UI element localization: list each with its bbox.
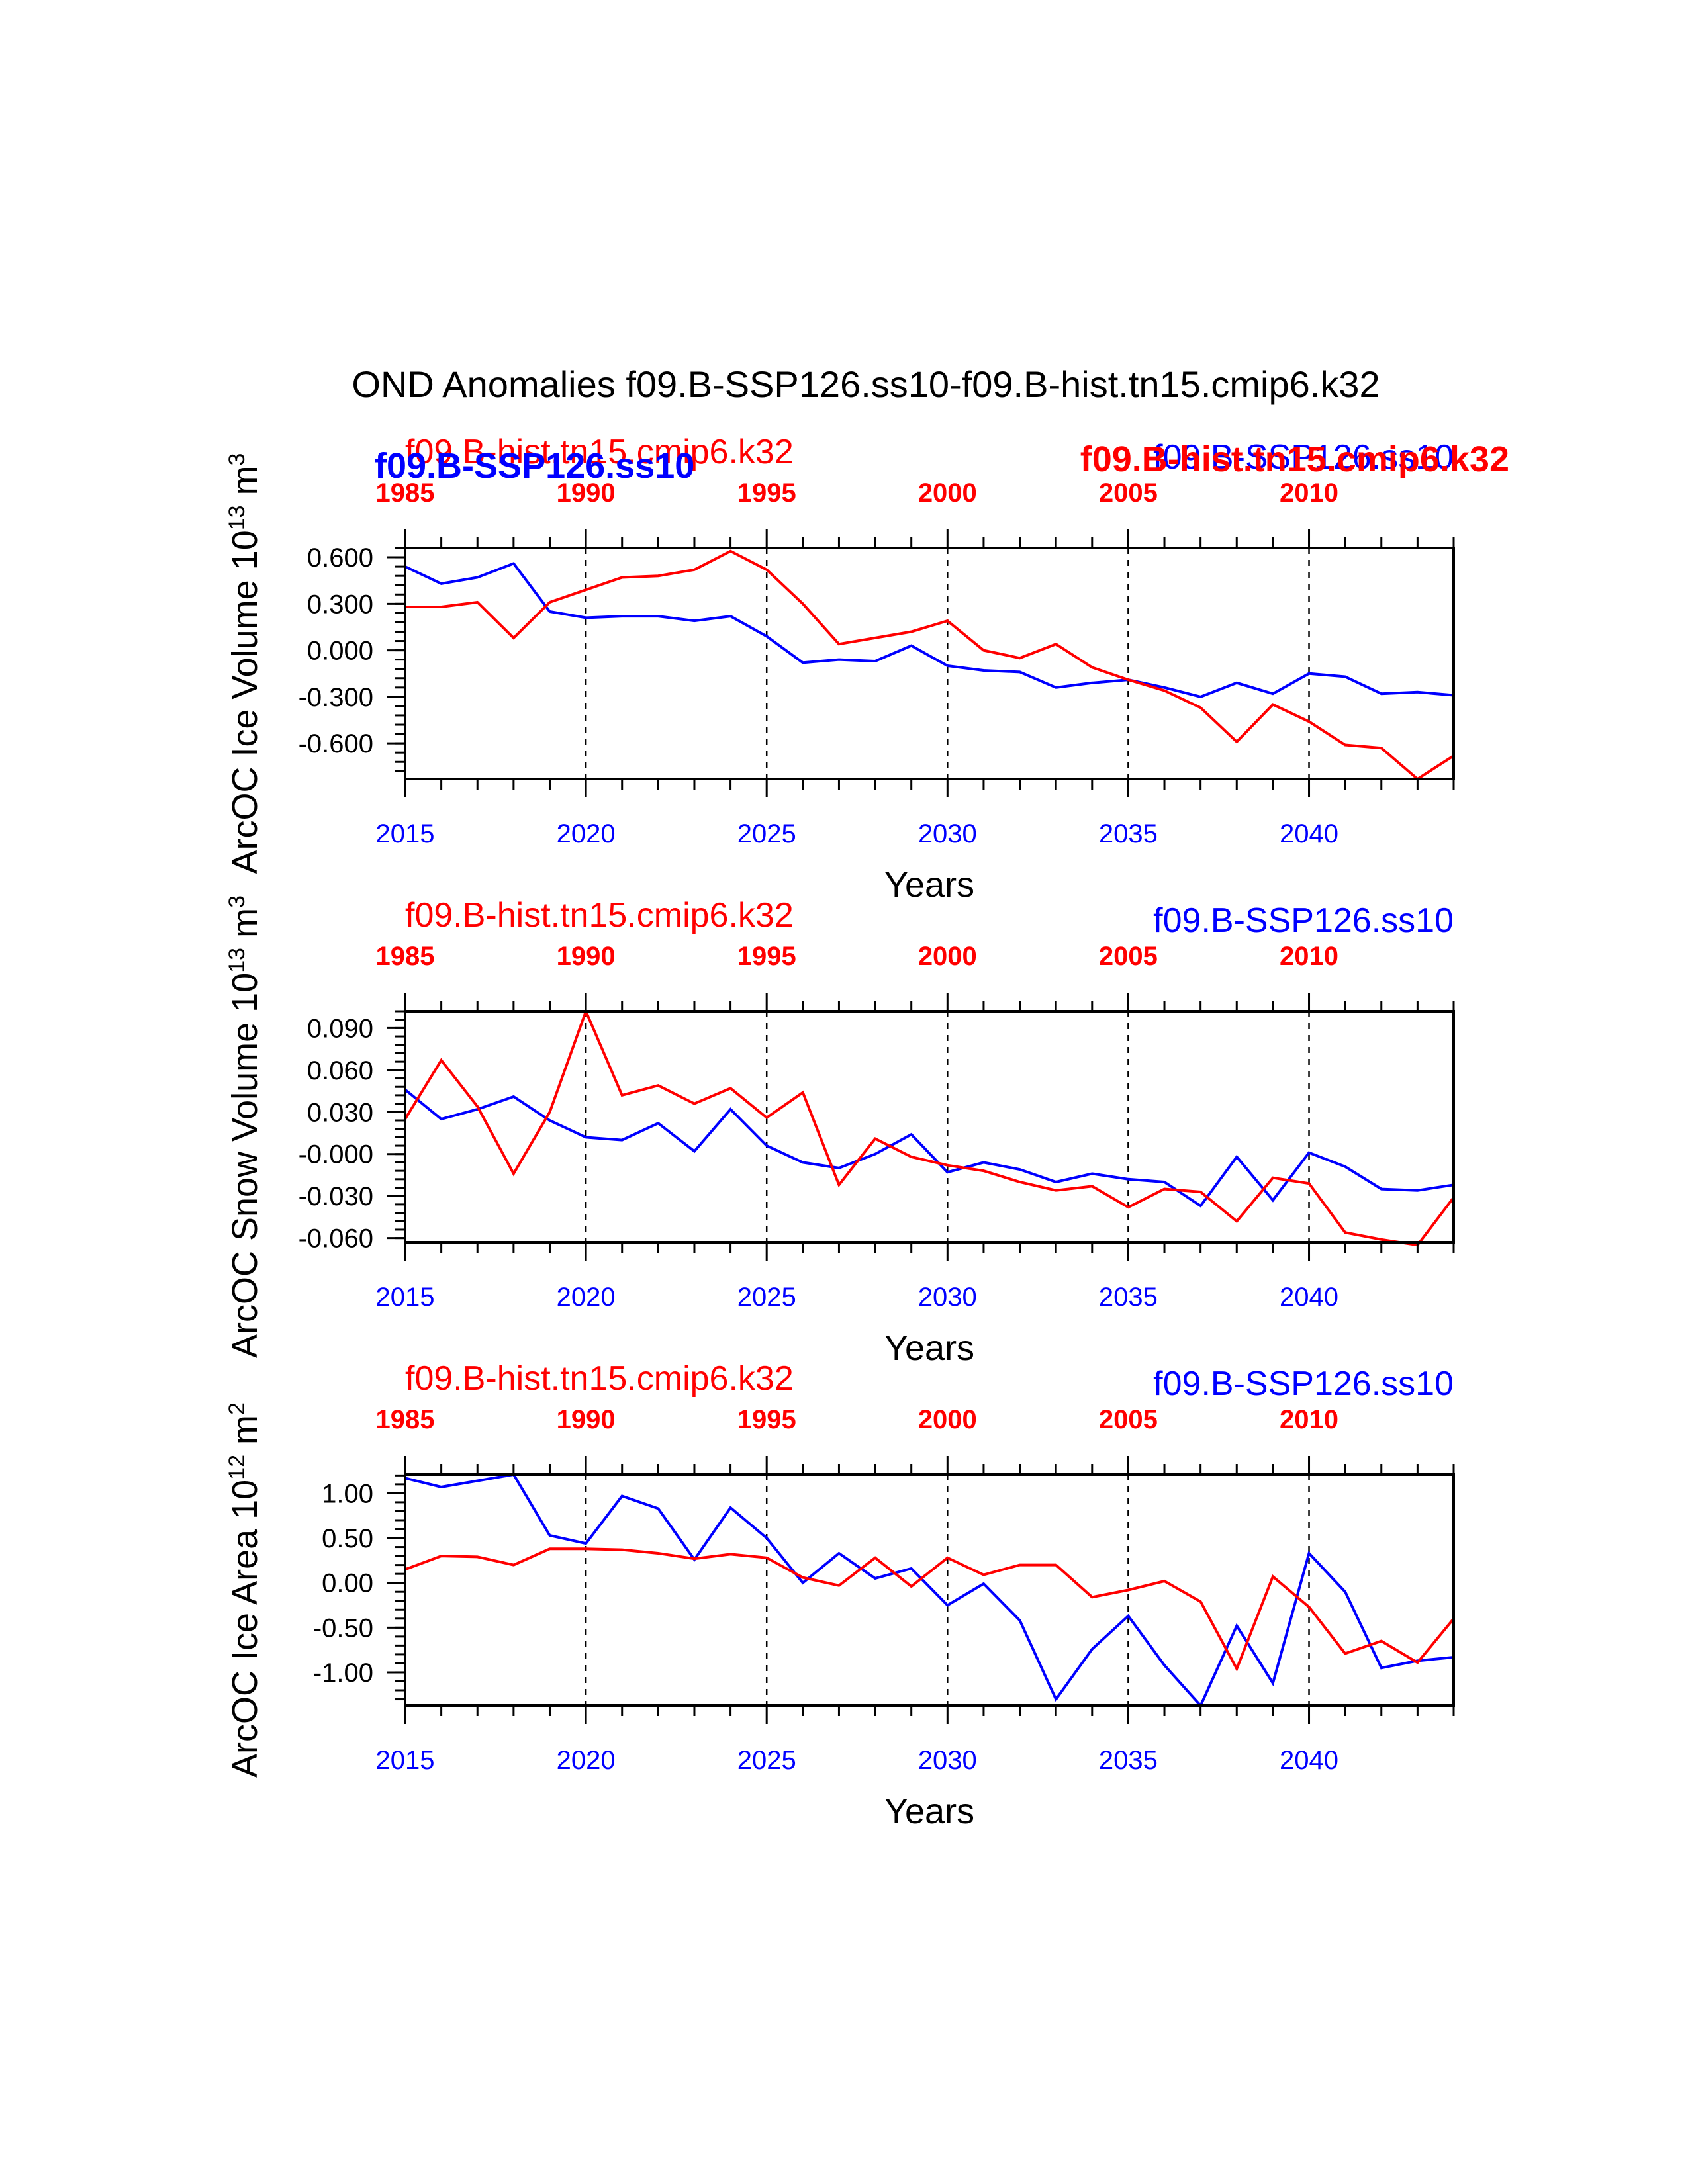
y-tick-label: -0.030 — [299, 1182, 373, 1211]
x-tick-label-top: 1985 — [376, 478, 435, 508]
y-tick-label: -0.060 — [299, 1224, 373, 1253]
series-line-blue — [404, 1473, 1454, 1708]
y-axis-label-gap — [225, 1445, 265, 1455]
y-axis-label-unit: m — [225, 465, 265, 495]
x-tick-label-top: 2000 — [918, 942, 977, 971]
plot-frame — [404, 547, 1455, 780]
plots: -0.600 -0.300 0.000 0.300 0.600 2015 2020 2025 2… — [224, 433, 1455, 1831]
x-tick-label-top: 2005 — [1099, 478, 1158, 508]
y-tick-label: -1.00 — [313, 1659, 373, 1688]
overlay-label-red: f09.B-hist.tn15.cmip6.k32 — [1080, 439, 1509, 479]
y-axis-label-exponent: 12 — [224, 1455, 250, 1480]
x-tick-label-bottom: 2035 — [1099, 1746, 1158, 1775]
series-line-red — [405, 549, 1455, 781]
y-tick-label: 0.060 — [307, 1056, 373, 1085]
x-tick-label-bottom: 2020 — [557, 1746, 616, 1775]
y-tick-label: -0.600 — [299, 729, 373, 758]
x-tick-label-bottom: 2025 — [737, 819, 796, 848]
y-axis-label-gap — [225, 938, 265, 948]
series-name-blue: f09.B-SSP126.ss10 — [1153, 901, 1454, 940]
series-name-blue: f09.B-SSP126.ss10 — [1153, 1365, 1454, 1403]
y-axis-label-base: ArcOC Snow Volume 10 — [225, 973, 265, 1358]
y-axis-label: ArcOC Ice Volume 1013 m3 — [224, 453, 265, 874]
x-tick-label-bottom: 2040 — [1280, 1746, 1338, 1775]
x-tick-label-top: 1995 — [737, 1405, 796, 1434]
y-axis-label-unit: m — [225, 908, 265, 938]
y-tick-label: 0.030 — [307, 1098, 373, 1127]
x-tick-label-top: 1995 — [737, 942, 796, 971]
y-tick-label: -0.000 — [299, 1140, 373, 1169]
y-axis-label-gap — [225, 495, 265, 505]
chart-panel-3: -1.00 -0.50 0.00 0.50 1.00 2015 2020 2025 2030 20… — [224, 1359, 1455, 1831]
chart-panel-1: -0.600 -0.300 0.000 0.300 0.600 2015 2020 2025 2… — [224, 433, 1455, 905]
y-tick-label: 1.00 — [322, 1479, 373, 1508]
x-tick-label-bottom: 2025 — [737, 1746, 796, 1775]
x-tick-label-bottom: 2020 — [557, 819, 616, 848]
x-tick-label-top: 2005 — [1099, 1405, 1158, 1434]
x-tick-label-top: 2000 — [918, 478, 977, 508]
x-axis-label: Years — [884, 865, 974, 905]
chart-panel-2: -0.060 -0.030 -0.000 0.030 0.060 0.090 2015 202… — [224, 895, 1455, 1368]
x-tick-label-top: 2000 — [918, 1405, 977, 1434]
y-tick-label: 0.000 — [307, 637, 373, 666]
x-tick-label-bottom: 2040 — [1280, 819, 1338, 848]
series-name-red: f09.B-hist.tn15.cmip6.k32 — [405, 896, 794, 934]
x-tick-label-bottom: 2015 — [376, 819, 435, 848]
x-tick-label-top: 2010 — [1280, 478, 1338, 508]
x-tick-label-top: 2010 — [1280, 1405, 1338, 1434]
figure-title: OND Anomalies f09.B-SSP126.ss10-f09.B-hi… — [352, 363, 1380, 405]
x-tick-label-bottom: 2015 — [376, 1283, 435, 1312]
x-tick-label-top: 2005 — [1099, 942, 1158, 971]
x-tick-label-top: 1990 — [557, 478, 616, 508]
y-axis-label-base: ArcOC Ice Area 10 — [225, 1480, 265, 1778]
y-tick-label: -0.300 — [299, 683, 373, 712]
x-tick-label-bottom: 2020 — [557, 1283, 616, 1312]
y-axis-label-unit-exponent: 3 — [224, 453, 250, 466]
y-tick-label: 0.00 — [322, 1569, 373, 1598]
series-name-red: f09.B-hist.tn15.cmip6.k32 — [405, 1359, 794, 1398]
x-axis-label: Years — [884, 1328, 974, 1368]
series-line-red — [404, 1547, 1455, 1672]
y-axis-label-exponent: 13 — [224, 505, 250, 530]
plot-frame — [404, 1010, 1455, 1244]
y-tick-label: 0.300 — [307, 590, 373, 619]
x-tick-label-top: 1985 — [376, 1405, 435, 1434]
y-axis-label: ArcOC Ice Area 1012 m2 — [224, 1402, 265, 1778]
y-axis-label: ArcOC Snow Volume 1013 m3 — [224, 895, 265, 1358]
x-tick-label-bottom: 2035 — [1099, 819, 1158, 848]
y-tick-label: 0.090 — [307, 1014, 373, 1043]
y-axis-label-unit-exponent: 2 — [224, 1402, 250, 1415]
y-axis-label-exponent: 13 — [224, 948, 250, 973]
x-tick-label-bottom: 2015 — [376, 1746, 435, 1775]
x-tick-label-top: 2010 — [1280, 942, 1338, 971]
series-name-blue: f09.B-SSP126.ss10 — [1153, 438, 1454, 477]
x-tick-label-bottom: 2040 — [1280, 1283, 1338, 1312]
x-axis-label: Years — [884, 1792, 974, 1831]
plot-frame — [404, 1473, 1455, 1707]
series-line-blue — [404, 1088, 1454, 1208]
x-tick-label-bottom: 2030 — [918, 1283, 977, 1312]
series-line-blue — [404, 561, 1454, 698]
x-tick-label-top: 1990 — [557, 942, 616, 971]
x-tick-label-top: 1990 — [557, 1405, 616, 1434]
x-tick-label-bottom: 2030 — [918, 819, 977, 848]
series-line-red — [404, 1007, 1455, 1247]
x-tick-label-top: 1985 — [376, 942, 435, 971]
y-axis-label-base: ArcOC Ice Volume 10 — [225, 530, 265, 874]
y-tick-label: 0.50 — [322, 1524, 373, 1553]
y-axis-label-unit: m — [225, 1415, 265, 1445]
x-tick-label-bottom: 2030 — [918, 1746, 977, 1775]
x-tick-label-bottom: 2025 — [737, 1283, 796, 1312]
x-tick-label-top: 1995 — [737, 478, 796, 508]
x-tick-label-bottom: 2035 — [1099, 1283, 1158, 1312]
y-tick-label: -0.50 — [313, 1614, 373, 1643]
y-axis-label-unit-exponent: 3 — [224, 895, 250, 908]
series-name-red: f09.B-hist.tn15.cmip6.k32 — [405, 433, 794, 471]
y-tick-label: 0.600 — [307, 543, 373, 572]
overlay-label-blue: f09.B-SSP126.ss10 — [375, 446, 694, 486]
